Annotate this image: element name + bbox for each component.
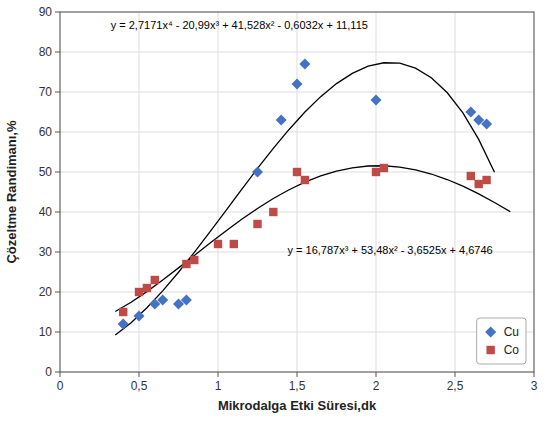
- legend: Cu Co: [477, 318, 526, 364]
- y-axis-label: Çözeltme Randimanı,%: [4, 120, 19, 263]
- x-tick: [376, 372, 377, 377]
- trend-line: [115, 63, 494, 335]
- x-tick-label: 0,5: [131, 379, 148, 393]
- x-tick-label: 1,5: [289, 379, 306, 393]
- x-tick: [60, 372, 61, 377]
- y-tick-label: 60: [39, 125, 53, 139]
- scatter-point: [143, 284, 151, 292]
- equation-annotation: y = 16,787x³ + 53,48x² - 3,6525x + 4,674…: [288, 244, 493, 256]
- y-grid-line: [60, 332, 534, 333]
- axes: 00,511,522,530102030405060708090: [39, 5, 538, 393]
- scatter-point: [269, 208, 277, 216]
- y-tick: [55, 92, 60, 93]
- x-tick: [297, 372, 298, 377]
- plot-frame: [60, 12, 534, 372]
- legend-label: Co: [504, 343, 520, 357]
- legend-swatch: [486, 346, 494, 354]
- scatter-point: [299, 59, 310, 70]
- x-tick: [455, 372, 456, 377]
- y-tick-label: 30: [39, 245, 53, 259]
- x-tick-label: 0: [57, 379, 64, 393]
- scatter-point: [190, 256, 198, 264]
- plot-area: [115, 59, 510, 336]
- scatter-point: [135, 288, 143, 296]
- x-grid-line: [297, 12, 298, 372]
- scatter-point: [371, 95, 382, 106]
- scatter-point: [230, 240, 238, 248]
- y-tick-label: 10: [39, 325, 53, 339]
- scatter-point: [475, 180, 483, 188]
- y-tick: [55, 292, 60, 293]
- y-tick-label: 50: [39, 165, 53, 179]
- scatter-point: [301, 176, 309, 184]
- grid: [60, 12, 534, 372]
- scatter-point: [467, 172, 475, 180]
- scatter-point: [119, 308, 127, 316]
- y-tick: [55, 12, 60, 13]
- x-tick: [139, 372, 140, 377]
- y-tick-label: 20: [39, 285, 53, 299]
- legend-swatch: [485, 327, 496, 338]
- y-grid-line: [60, 212, 534, 213]
- x-tick-label: 2,5: [447, 379, 464, 393]
- scatter-point: [151, 276, 159, 284]
- x-axis-label: Mikrodalga Etki Süresi,dk: [218, 398, 377, 413]
- x-tick: [218, 372, 219, 377]
- x-grid-line: [376, 12, 377, 372]
- x-tick-label: 2: [373, 379, 380, 393]
- y-tick: [55, 132, 60, 133]
- y-tick: [55, 172, 60, 173]
- y-grid-line: [60, 132, 534, 133]
- scatter-point: [372, 168, 380, 176]
- y-tick-label: 0: [45, 365, 52, 379]
- scatter-point: [380, 164, 388, 172]
- scatter-point: [253, 220, 261, 228]
- scatter-point: [134, 311, 145, 322]
- scatter-point: [276, 115, 287, 126]
- equation-annotation: y = 2,7171x⁴ - 20,99x³ + 41,528x² - 0,60…: [111, 19, 368, 31]
- chart: 00,511,522,530102030405060708090Mikrodal…: [0, 0, 548, 422]
- y-grid-line: [60, 52, 534, 53]
- chart-container: 00,511,522,530102030405060708090Mikrodal…: [0, 0, 548, 422]
- y-tick: [55, 372, 60, 373]
- scatter-point: [182, 260, 190, 268]
- y-tick-label: 70: [39, 85, 53, 99]
- y-tick: [55, 332, 60, 333]
- y-tick-label: 40: [39, 205, 53, 219]
- y-tick: [55, 252, 60, 253]
- scatter-point: [292, 79, 303, 90]
- scatter-point: [181, 295, 192, 306]
- scatter-point: [465, 107, 476, 118]
- x-tick: [534, 372, 535, 377]
- y-grid-line: [60, 292, 534, 293]
- y-tick-label: 90: [39, 5, 53, 19]
- scatter-point: [118, 319, 129, 330]
- scatter-point: [157, 295, 168, 306]
- y-grid-line: [60, 92, 534, 93]
- x-grid-line: [218, 12, 219, 372]
- x-tick-label: 3: [531, 379, 538, 393]
- scatter-point: [481, 119, 492, 130]
- x-tick-label: 1: [215, 379, 222, 393]
- legend-box: [477, 318, 526, 364]
- trend-line: [115, 166, 510, 312]
- scatter-point: [482, 176, 490, 184]
- y-tick-label: 80: [39, 45, 53, 59]
- scatter-point: [252, 167, 263, 178]
- y-tick: [55, 212, 60, 213]
- x-grid-line: [455, 12, 456, 372]
- legend-label: Cu: [504, 325, 519, 339]
- scatter-point: [214, 240, 222, 248]
- scatter-point: [293, 168, 301, 176]
- y-tick: [55, 52, 60, 53]
